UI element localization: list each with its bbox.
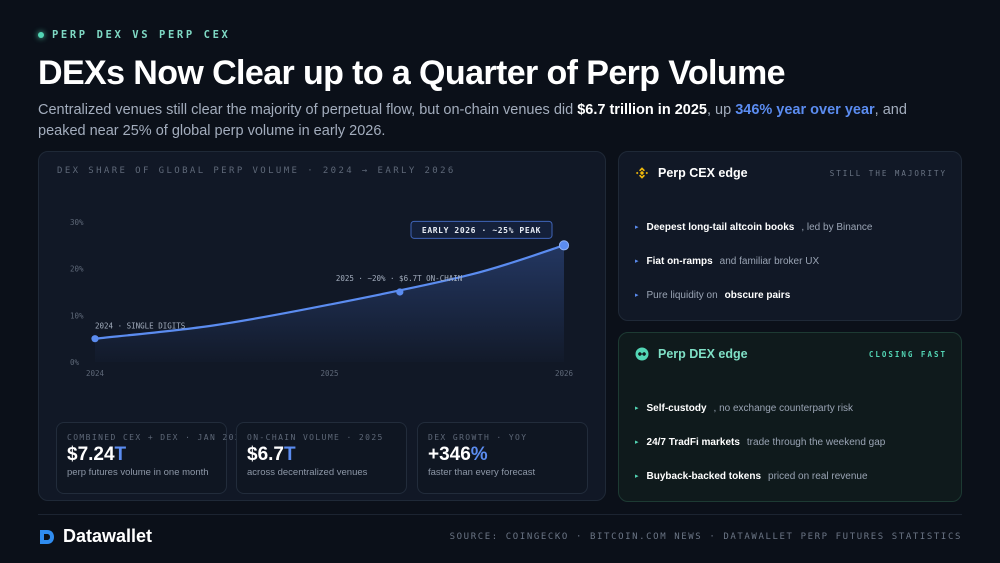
- bullet-triangle-icon: ▸: [635, 405, 639, 412]
- subtitle-part-e: , and peaked near 25% of global perp vol…: [38, 102, 907, 139]
- stat-dex-growth: DEX GROWTH · YOY +346% faster than every…: [417, 422, 588, 494]
- item-post-text: , no exchange counterparty risk: [713, 402, 854, 414]
- dex-edge-title: Perp DEX edge: [658, 347, 748, 361]
- x-tick-label: 2026: [555, 369, 574, 378]
- stat-label: COMBINED CEX + DEX · JAN 2026: [67, 433, 248, 442]
- item-strong-text: Deepest long-tail altcoin books: [646, 221, 795, 233]
- list-item: ▸ Buyback-backed tokens priced on real r…: [635, 459, 885, 493]
- stat-label: ON-CHAIN VOLUME · 2025: [247, 433, 384, 442]
- dex-edge-panel: Perp DEX edge CLOSING FAST ▸ Self-custod…: [618, 332, 962, 502]
- stat-value-unit: %: [470, 444, 488, 465]
- subtitle-part-c: , up: [706, 102, 736, 118]
- page-title: DEXs Now Clear up to a Quarter of Perp V…: [38, 54, 786, 92]
- bullet-triangle-icon: ▸: [635, 473, 639, 480]
- stat-value: $7.24T: [67, 444, 216, 466]
- stat-value-unit: T: [283, 444, 296, 465]
- cex-edge-title: Perp CEX edge: [658, 166, 748, 180]
- data-point-label: 2024 · SINGLE DIGITS: [95, 322, 186, 331]
- bullet-triangle-icon: ▸: [635, 224, 639, 231]
- y-tick-label: 10%: [70, 311, 84, 320]
- stat-combined-volume: COMBINED CEX + DEX · JAN 2026 $7.24T per…: [56, 422, 248, 494]
- data-point-label: EARLY 2026 · ~25% PEAK: [422, 226, 541, 235]
- item-strong-text: Fiat on-ramps: [646, 255, 713, 267]
- data-point: [396, 288, 404, 296]
- cex-edge-header: Perp CEX edge STILL THE MAJORITY: [635, 165, 947, 181]
- stat-value-number: +346: [428, 444, 471, 465]
- cex-edge-tag: STILL THE MAJORITY: [829, 168, 947, 178]
- brand: Datawallet: [38, 526, 152, 547]
- item-strong-text: 24/7 TradFi markets: [646, 436, 740, 448]
- item-strong-text: Self-custody: [646, 402, 707, 414]
- binance-logo-icon: [635, 167, 649, 179]
- item-pre-text: Pure liquidity on: [646, 289, 718, 301]
- item-post-text: trade through the weekend gap: [746, 436, 886, 448]
- eyebrow-dot-icon: [38, 32, 44, 38]
- source-note: SOURCE: COINGECKO · BITCOIN.COM NEWS · D…: [449, 532, 962, 542]
- item-post-text: , led by Binance: [801, 221, 873, 233]
- subtitle-highlight-volume: $6.7 trillion in 2025: [577, 102, 707, 118]
- stat-value: $6.7T: [247, 444, 396, 466]
- cex-edge-panel: Perp CEX edge STILL THE MAJORITY ▸ Deepe…: [618, 151, 962, 321]
- item-post-text: priced on real revenue: [768, 470, 868, 482]
- y-tick-label: 30%: [70, 218, 84, 227]
- x-tick-label: 2024: [86, 369, 105, 378]
- bullet-triangle-icon: ▸: [635, 292, 639, 299]
- brand-name: Datawallet: [63, 526, 153, 546]
- page-subtitle: Centralized venues still clear the major…: [38, 100, 908, 142]
- datawallet-logo-icon: [40, 529, 54, 544]
- dex-edge-header: Perp DEX edge CLOSING FAST: [635, 346, 947, 362]
- stat-value: +346%: [428, 444, 577, 466]
- stat-value-number: $6.7: [247, 444, 284, 465]
- item-strong-text: Buyback-backed tokens: [646, 470, 762, 482]
- dex-share-chart: 0% 10% 20% 30% 2024 2025 2026 2024 · SINGLE D…: [70, 218, 574, 378]
- y-tick-label: 20%: [70, 265, 84, 274]
- chart-series-line: [94, 244, 565, 340]
- stat-caption: faster than every forecast: [428, 467, 536, 478]
- bullet-triangle-icon: ▸: [635, 439, 639, 446]
- list-item: ▸ Deepest long-tail altcoin books , led …: [635, 210, 873, 244]
- stat-value-number: $7.24: [67, 444, 115, 465]
- cex-edge-list: ▸ Deepest long-tail altcoin books , led …: [635, 210, 873, 312]
- eyebrow-text: PERP DEX VS PERP CEX: [52, 29, 231, 41]
- chart-panel: DEX SHARE OF GLOBAL PERP VOLUME · 2024 →…: [38, 151, 606, 501]
- hyperliquid-logo-icon: [635, 347, 649, 361]
- list-item: ▸ Fiat on-ramps and familiar broker UX: [635, 244, 873, 278]
- chart-area-fill: [95, 245, 564, 362]
- chart-title: DEX SHARE OF GLOBAL PERP VOLUME · 2024 →…: [57, 166, 456, 176]
- stat-onchain-volume: ON-CHAIN VOLUME · 2025 $6.7T across dece…: [236, 422, 407, 494]
- footer-divider: [38, 514, 962, 515]
- list-item: ▸ Pure liquidity on obscure pairs: [635, 278, 873, 312]
- subtitle-highlight-growth: 346% year over year: [735, 102, 875, 118]
- list-item: ▸ Self-custody , no exchange counterpart…: [635, 391, 885, 425]
- data-point: [558, 240, 570, 251]
- item-post-text: and familiar broker UX: [719, 255, 820, 267]
- item-strong-text: obscure pairs: [724, 289, 791, 301]
- subtitle-part-a: Centralized venues still clear the major…: [38, 102, 578, 118]
- stat-label: DEX GROWTH · YOY: [428, 433, 528, 442]
- stat-caption: across decentralized venues: [247, 467, 368, 478]
- stat-value-unit: T: [114, 444, 127, 465]
- eyebrow: PERP DEX VS PERP CEX: [38, 29, 230, 41]
- data-point-label: 2025 · ~20% · $6.7T ON-CHAIN: [336, 274, 462, 283]
- list-item: ▸ 24/7 TradFi markets trade through the …: [635, 425, 885, 459]
- peak-callout-box: [410, 220, 553, 239]
- y-tick-label: 0%: [70, 358, 80, 367]
- data-point: [91, 335, 99, 343]
- stat-caption: perp futures volume in one month: [67, 467, 209, 478]
- dex-edge-list: ▸ Self-custody , no exchange counterpart…: [635, 391, 885, 493]
- x-tick-label: 2025: [320, 369, 338, 378]
- dex-edge-tag: CLOSING FAST: [868, 349, 947, 359]
- bullet-triangle-icon: ▸: [635, 258, 639, 265]
